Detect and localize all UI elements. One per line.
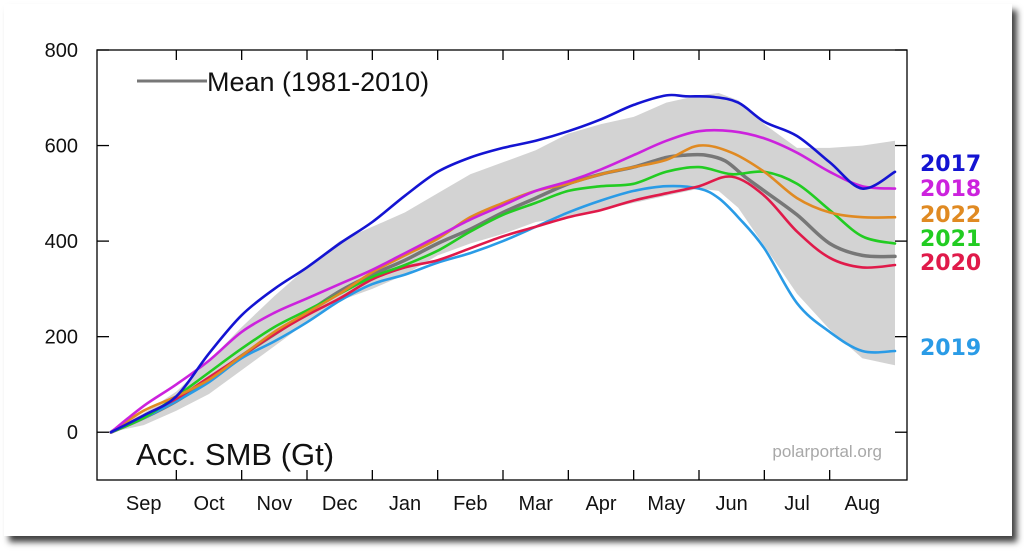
series-line-2022 (109, 144, 897, 434)
x-tick-label: Sep (126, 493, 162, 515)
y-tick-label: 200 (45, 327, 78, 349)
y-tick-label: 800 (45, 40, 78, 62)
year-label-2018: 2018 (920, 177, 981, 202)
y-tick-label: 0 (67, 422, 78, 444)
x-tick-label: Mar (518, 493, 553, 515)
axes: 0 200 400 600 800 Sep Oct Nov Dec Jan Feb Mar Apr May… (45, 40, 908, 515)
year-label-2019: 2019 (920, 336, 981, 361)
x-tick-label: Aug (845, 493, 881, 515)
range-band (111, 93, 895, 433)
y-tick-label: 400 (45, 231, 78, 253)
plot-area (109, 93, 897, 434)
series-line-2017 (109, 93, 897, 434)
x-tick-label: Nov (257, 493, 293, 515)
x-tick-label: Jul (784, 493, 810, 515)
legend-label: Mean (1981-2010) (207, 67, 429, 97)
series-line-2018 (109, 128, 897, 434)
y-tick-label: 600 (45, 136, 78, 158)
x-tick-label: Dec (322, 493, 358, 515)
x-tick-label: Apr (585, 493, 616, 515)
x-tick-label: Jan (389, 493, 421, 515)
source-credit: polarportal.org (772, 442, 882, 461)
plot-border (96, 49, 908, 481)
year-label-2022: 2022 (920, 203, 981, 228)
x-tick-label: May (647, 493, 685, 515)
year-label-2021: 2021 (920, 227, 981, 252)
y-axis-title: Acc. SMB (Gt) (136, 437, 334, 472)
x-tick-label: Feb (453, 493, 487, 515)
x-tick-label: Oct (193, 493, 225, 515)
year-label-2020: 2020 (920, 251, 981, 276)
chart-labels: Mean (1981-2010) Acc. SMB (Gt) polarport… (136, 67, 882, 472)
year-label-2017: 2017 (920, 152, 981, 177)
series-line-2019 (109, 184, 897, 434)
x-tick-label: Jun (716, 493, 748, 515)
